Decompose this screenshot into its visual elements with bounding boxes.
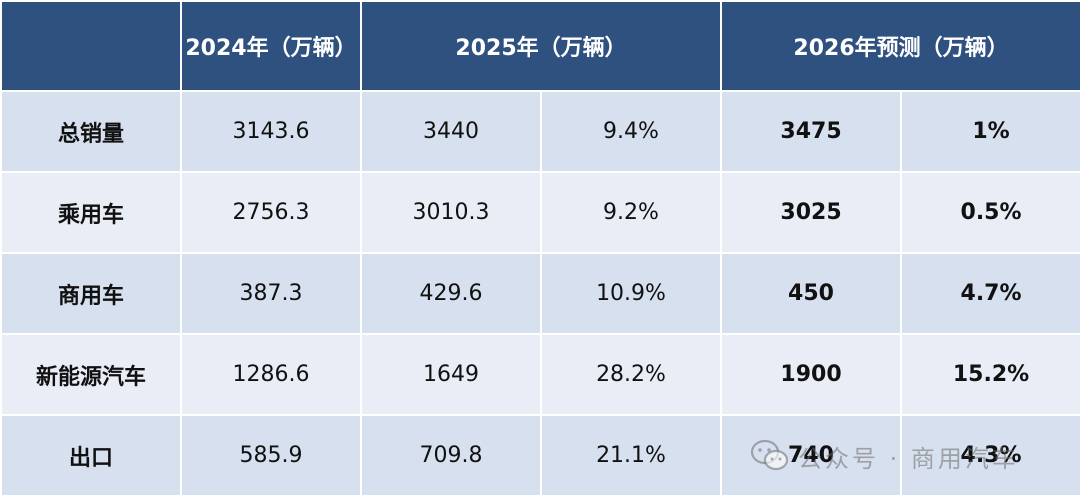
growth-2026: 1% bbox=[900, 90, 1080, 173]
row-label: 新能源汽车 bbox=[0, 333, 182, 416]
header-row: 2024年（万辆） 2025年（万辆） 2026年预测（万辆） bbox=[0, 0, 1080, 92]
growth-2025: 21.1% bbox=[539, 414, 723, 497]
value-2026: 740 bbox=[720, 414, 903, 497]
row-label: 出口 bbox=[0, 414, 182, 497]
table-row: 新能源汽车 1286.6 1649 28.2% 1900 15.2% bbox=[0, 333, 1080, 416]
table-row: 总销量 3143.6 3440 9.4% 3475 1% bbox=[0, 90, 1080, 173]
value-2025: 1649 bbox=[360, 333, 542, 416]
value-2025: 709.8 bbox=[360, 414, 542, 497]
table-row: 出口 585.9 709.8 21.1% 740 4.3% bbox=[0, 414, 1080, 497]
value-2025: 3440 bbox=[360, 90, 542, 173]
value-2026: 3025 bbox=[720, 171, 903, 254]
row-label: 乘用车 bbox=[0, 171, 182, 254]
value-2024: 3143.6 bbox=[180, 90, 362, 173]
growth-2025: 9.4% bbox=[539, 90, 723, 173]
growth-2025: 9.2% bbox=[539, 171, 723, 254]
value-2026: 450 bbox=[720, 252, 903, 335]
value-2025: 3010.3 bbox=[360, 171, 542, 254]
table-row: 商用车 387.3 429.6 10.9% 450 4.7% bbox=[0, 252, 1080, 335]
header-2026: 2026年预测（万辆） bbox=[720, 0, 1080, 92]
row-label: 总销量 bbox=[0, 90, 182, 173]
growth-2025: 10.9% bbox=[539, 252, 723, 335]
value-2025: 429.6 bbox=[360, 252, 542, 335]
value-2024: 1286.6 bbox=[180, 333, 362, 416]
header-corner bbox=[0, 0, 182, 92]
growth-2026: 4.3% bbox=[900, 414, 1080, 497]
value-2024: 387.3 bbox=[180, 252, 362, 335]
value-2024: 585.9 bbox=[180, 414, 362, 497]
growth-2026: 4.7% bbox=[900, 252, 1080, 335]
value-2024: 2756.3 bbox=[180, 171, 362, 254]
header-2024: 2024年（万辆） bbox=[180, 0, 362, 92]
value-2026: 1900 bbox=[720, 333, 903, 416]
growth-2026: 0.5% bbox=[900, 171, 1080, 254]
growth-2026: 15.2% bbox=[900, 333, 1080, 416]
row-label: 商用车 bbox=[0, 252, 182, 335]
table-row: 乘用车 2756.3 3010.3 9.2% 3025 0.5% bbox=[0, 171, 1080, 254]
growth-2025: 28.2% bbox=[539, 333, 723, 416]
value-2026: 3475 bbox=[720, 90, 903, 173]
header-2025: 2025年（万辆） bbox=[359, 0, 723, 92]
